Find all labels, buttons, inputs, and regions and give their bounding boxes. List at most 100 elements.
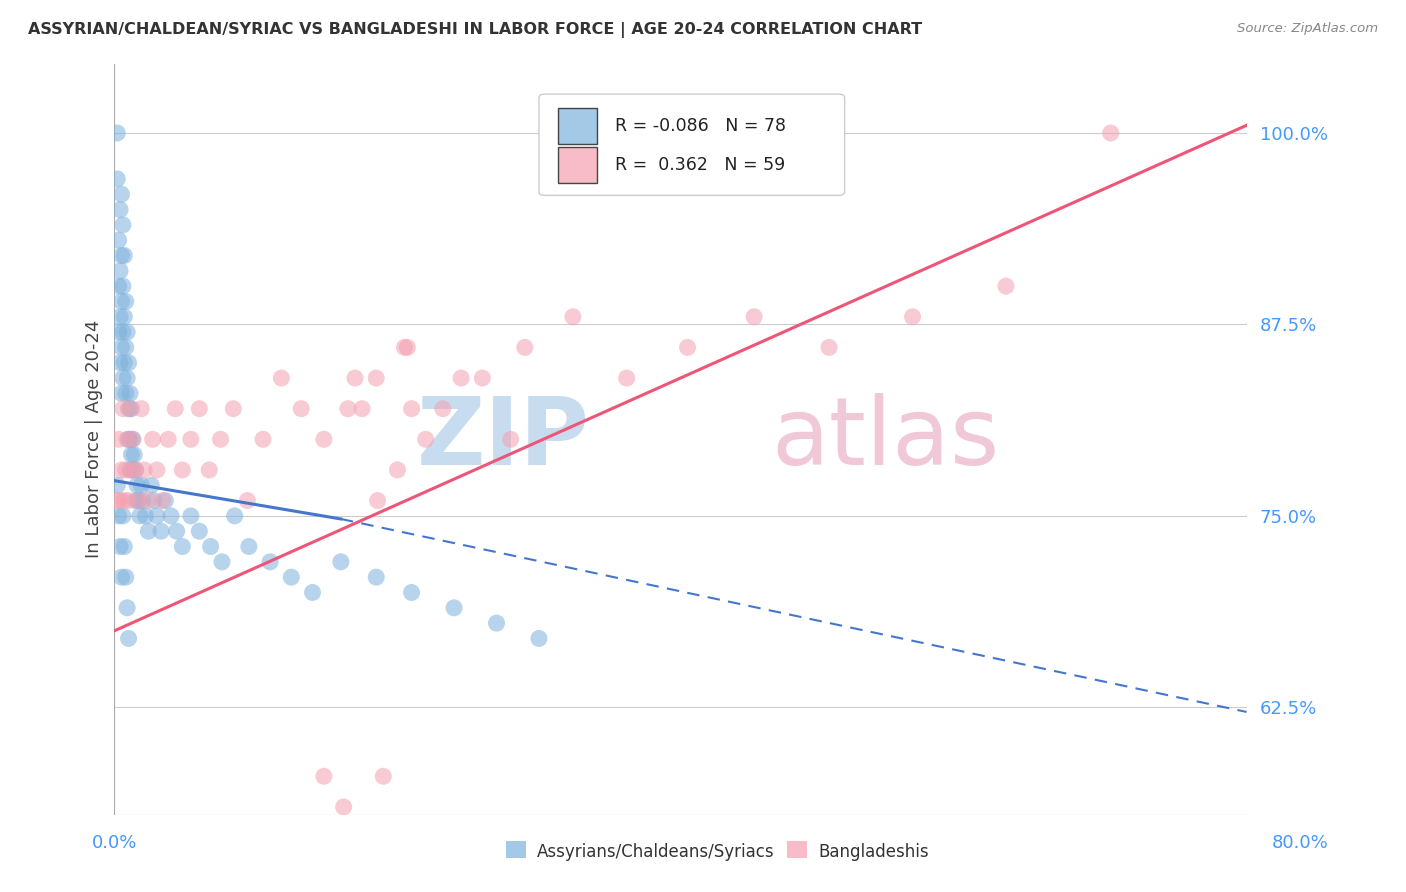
Point (401, 401, 423, 416)
Point (132, 493, 155, 508)
Point (157, 433, 180, 447)
Point (143, 493, 166, 508)
Point (485, 616, 508, 631)
Point (141, 478, 163, 492)
Point (901, 310, 924, 324)
Point (110, 463, 132, 477)
Point (200, 540, 222, 554)
Point (111, 325, 134, 339)
Point (367, 493, 389, 508)
Text: atlas: atlas (770, 393, 1000, 485)
Point (290, 401, 312, 416)
Point (105, 478, 128, 492)
Point (107, 233, 129, 247)
Point (172, 540, 194, 554)
Point (108, 264, 131, 278)
Point (124, 463, 146, 477)
Point (336, 401, 359, 416)
Point (115, 433, 138, 447)
Point (155, 493, 177, 508)
Point (142, 433, 165, 447)
Point (115, 371, 138, 385)
Point (120, 463, 142, 477)
Point (616, 371, 638, 385)
Point (125, 478, 148, 492)
Point (129, 478, 152, 492)
Point (394, 340, 416, 354)
Text: 80.0%: 80.0% (1272, 834, 1329, 852)
Point (111, 279, 134, 293)
Point (401, 585, 423, 599)
Point (259, 555, 281, 569)
Point (209, 433, 232, 447)
FancyBboxPatch shape (558, 108, 596, 145)
Point (121, 463, 143, 477)
Point (238, 540, 260, 554)
Point (146, 463, 169, 477)
FancyBboxPatch shape (558, 146, 596, 183)
Point (118, 433, 141, 447)
Text: Source: ZipAtlas.com: Source: ZipAtlas.com (1237, 22, 1378, 36)
Point (112, 248, 135, 262)
Text: 0.0%: 0.0% (91, 834, 136, 852)
Point (108, 356, 131, 370)
Point (366, 570, 388, 584)
Point (114, 294, 136, 309)
Point (117, 401, 139, 416)
Point (115, 600, 138, 615)
Point (112, 540, 135, 554)
Point (432, 401, 454, 416)
Point (138, 493, 160, 508)
Point (343, 371, 366, 385)
Point (387, 463, 409, 477)
Point (224, 508, 246, 523)
Point (121, 433, 143, 447)
Point (120, 401, 142, 416)
Text: ZIP: ZIP (418, 393, 591, 485)
Point (513, 340, 536, 354)
Point (198, 463, 221, 477)
Point (160, 508, 183, 523)
Point (280, 570, 302, 584)
Point (129, 401, 152, 416)
Point (994, 279, 1017, 293)
FancyBboxPatch shape (538, 94, 845, 195)
Point (236, 493, 259, 508)
Point (111, 401, 134, 416)
Point (188, 401, 211, 416)
Point (107, 508, 129, 523)
Point (110, 294, 132, 309)
Text: ASSYRIAN/CHALDEAN/SYRIAC VS BANGLADESHI IN LABOR FORCE | AGE 20-24 CORRELATION C: ASSYRIAN/CHALDEAN/SYRIAC VS BANGLADESHI … (28, 22, 922, 38)
Point (117, 493, 139, 508)
Point (146, 508, 169, 523)
Point (107, 433, 129, 447)
Point (172, 463, 194, 477)
Point (742, 310, 765, 324)
Point (112, 310, 135, 324)
Point (115, 325, 138, 339)
Point (1099, 126, 1122, 140)
Point (108, 540, 131, 554)
Point (121, 433, 143, 447)
Point (108, 493, 131, 508)
Point (312, 433, 335, 447)
Point (152, 493, 174, 508)
Text: Assyrians/Chaldeans/Syriacs: Assyrians/Chaldeans/Syriacs (537, 843, 775, 861)
Point (112, 356, 135, 370)
Point (107, 325, 129, 339)
Point (111, 218, 134, 232)
Point (211, 555, 233, 569)
Point (124, 493, 146, 508)
Point (118, 401, 141, 416)
Point (329, 555, 352, 569)
Point (561, 310, 583, 324)
Point (124, 463, 146, 477)
Point (114, 386, 136, 401)
Point (128, 508, 150, 523)
Point (127, 493, 149, 508)
Point (270, 371, 292, 385)
Point (112, 493, 135, 508)
Y-axis label: In Labor Force | Age 20-24: In Labor Force | Age 20-24 (86, 320, 103, 558)
Point (105, 172, 128, 186)
Point (527, 632, 550, 646)
